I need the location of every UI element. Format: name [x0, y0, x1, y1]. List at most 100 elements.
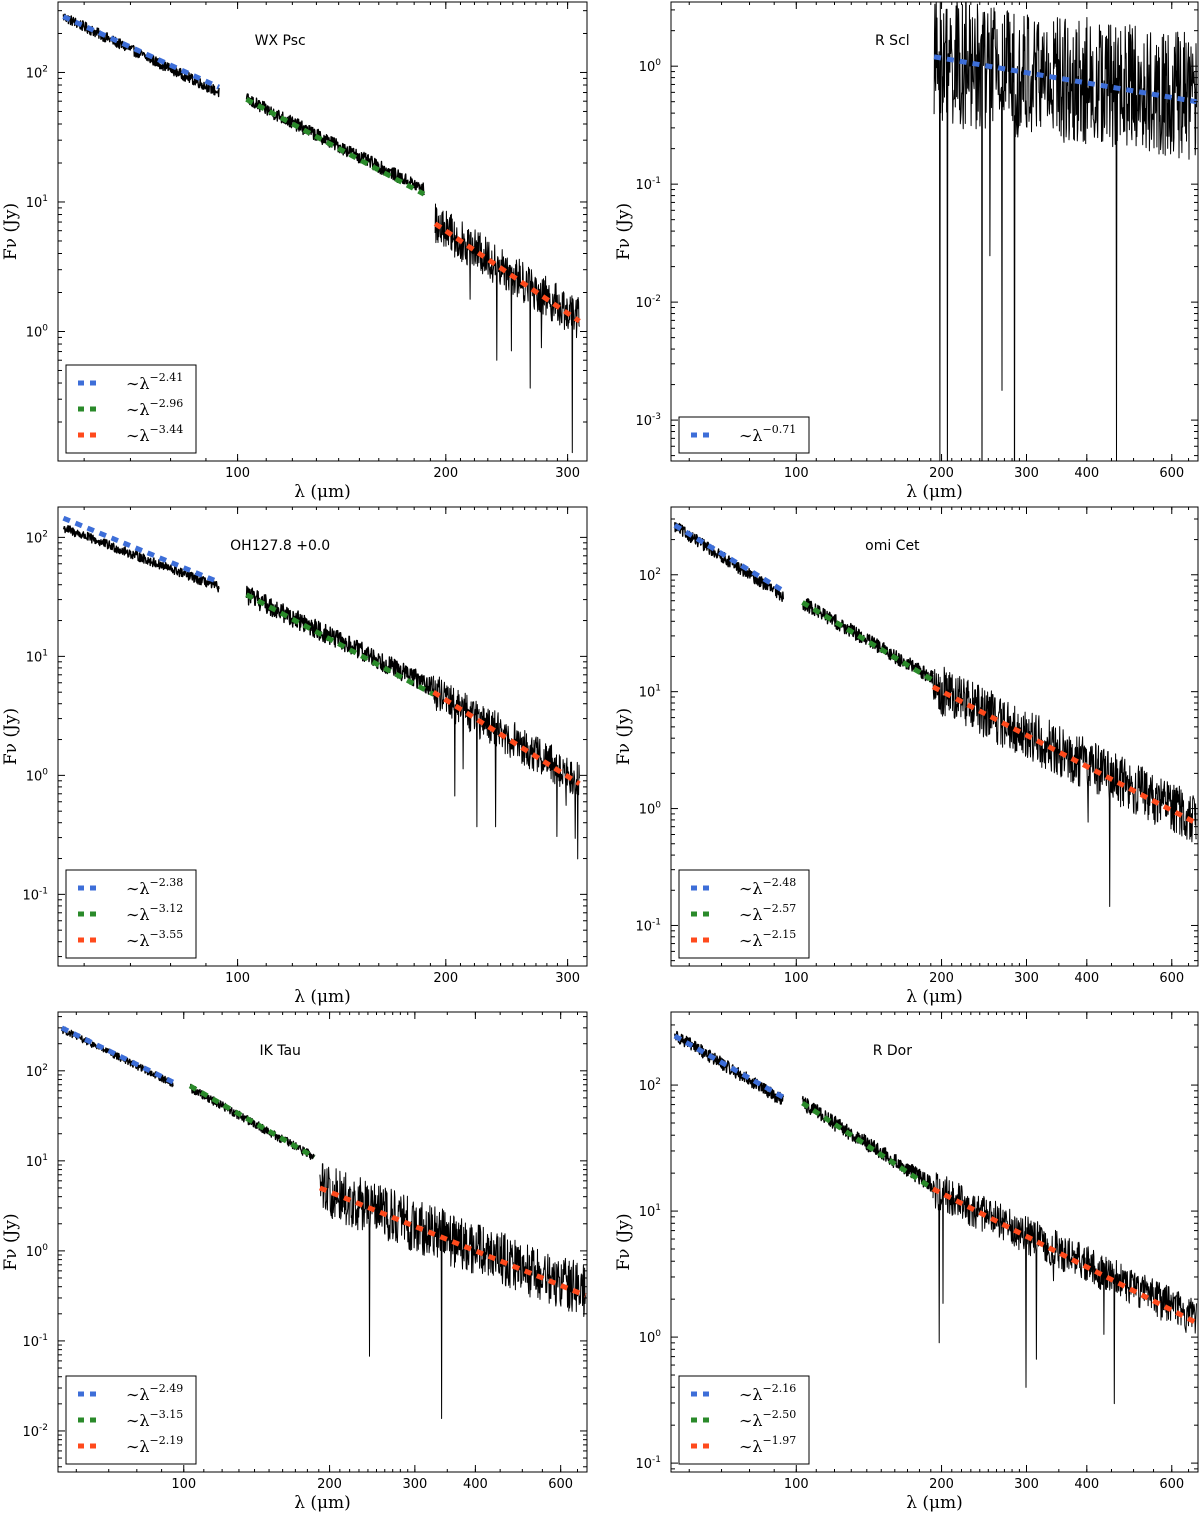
legend: ∼λ−2.48 ∼λ−2.57 ∼λ−2.15 [678, 869, 810, 959]
spectrum-segment [245, 585, 435, 697]
y-tick-label: 100 [639, 801, 662, 818]
y-tick-label: 10-1 [635, 917, 661, 934]
plot-frame [670, 506, 1199, 967]
legend-entry: ∼λ−3.44 [126, 423, 183, 445]
x-axis-label: λ (μm) [294, 987, 351, 1007]
legend-entry: ∼λ−1.97 [739, 1434, 796, 1456]
x-tick-label: 600 [1159, 971, 1184, 986]
legend-entry: ∼λ−2.48 [739, 876, 796, 898]
y-tick-label: 101 [639, 1203, 661, 1220]
legend: ∼λ−2.49 ∼λ−3.15 ∼λ−2.19 [65, 1375, 197, 1465]
spectrum-2 [933, 2, 1197, 461]
x-tick-label: 600 [1159, 1477, 1184, 1492]
panel-title: WX Psc [255, 33, 306, 49]
spectrum-segment [62, 525, 220, 593]
x-tick-label: 400 [1074, 1477, 1099, 1492]
y-tick-label: 10-2 [22, 1423, 48, 1440]
x-tick-label: 300 [1014, 1477, 1039, 1492]
spectrum-3 [62, 525, 580, 860]
y-axis-label: Fν (Jy) [1, 1213, 21, 1270]
x-tick-label: 100 [225, 971, 250, 986]
panel-3: 10-1 100 101 102 100 200 300 λ (μm) Fν (Jy) OH127… [1, 506, 588, 1007]
spectrum-4 [674, 522, 1197, 907]
legend-entry: ∼λ−2.38 [126, 876, 183, 898]
legend-entry: ∼λ−2.16 [739, 1382, 796, 1404]
panel-title: IK Tau [259, 1043, 300, 1059]
legend: ∼λ−0.71 [678, 416, 810, 454]
x-tick-label: 200 [317, 1477, 342, 1492]
x-tick-label: 300 [1014, 971, 1039, 986]
x-tick-label: 400 [1074, 971, 1099, 986]
spectrum-segment [933, 2, 1197, 461]
y-tick-label: 100 [639, 58, 662, 75]
legend: ∼λ−2.38 ∼λ−3.12 ∼λ−3.55 [65, 869, 197, 959]
x-tick-label: 200 [929, 971, 954, 986]
legend-entry: ∼λ−2.19 [126, 1434, 183, 1456]
fit-line-2 [801, 1100, 935, 1191]
y-tick-label: 10-3 [635, 412, 661, 429]
legend-entry: ∼λ−3.15 [126, 1408, 183, 1430]
spectrum-5 [61, 1026, 586, 1419]
y-tick-label: 101 [26, 648, 48, 665]
spectrum-segment [801, 598, 934, 684]
fit-line-3 [318, 1185, 587, 1298]
y-axis-label: Fν (Jy) [614, 708, 634, 765]
x-tick-label: 300 [1014, 466, 1039, 481]
spectrum-segment [319, 1163, 586, 1419]
plot-frame [670, 1011, 1199, 1473]
y-tick-label: 100 [26, 323, 49, 340]
plot-frame [57, 506, 588, 967]
y-tick-label: 101 [639, 684, 661, 701]
y-tick-label: 102 [26, 64, 48, 81]
panel-4: 10-1 100 101 102 100 200 300 400 600 λ (μm) Fν (Jy… [614, 506, 1199, 1007]
plot-frame [57, 1011, 588, 1473]
x-tick-label: 100 [784, 971, 809, 986]
legend-entry: ∼λ−3.55 [126, 928, 183, 950]
x-tick-label: 600 [1159, 466, 1184, 481]
y-tick-label: 10-2 [635, 294, 661, 311]
legend-entry: ∼λ−2.96 [126, 397, 183, 419]
y-tick-label: 100 [639, 1329, 662, 1346]
x-tick-label: 100 [784, 1477, 809, 1492]
legend-entry: ∼λ−2.57 [739, 902, 796, 924]
panel-title: omi Cet [865, 538, 920, 554]
fit-line-3 [931, 684, 1198, 826]
x-tick-label: 100 [784, 466, 809, 481]
x-axis-label: λ (μm) [294, 482, 351, 502]
y-tick-label: 10-1 [22, 1333, 48, 1350]
panel-title: OH127.8 +0.0 [230, 538, 330, 554]
x-tick-label: 200 [433, 466, 458, 481]
x-tick-label: 100 [225, 466, 250, 481]
x-tick-label: 300 [555, 466, 580, 481]
x-tick-label: 200 [929, 466, 954, 481]
panel-1: 100 101 102 100 200 300 λ (μm) Fν (Jy) WX Psc ∼λ−… [1, 1, 588, 502]
fit-line-1 [62, 14, 221, 90]
spectrum-segment [434, 203, 580, 454]
y-tick-label: 100 [26, 767, 49, 784]
fit-line-2 [188, 1083, 316, 1160]
fit-line-1 [62, 515, 220, 585]
panel-5: 10-2 10-1 100 101 102 100 200 300 400 600 λ (μm) Fν… [1, 1011, 588, 1513]
panel-2: 10-3 10-2 10-1 100 100 200 300 400 600 λ (μm) Fν (… [614, 1, 1199, 502]
x-tick-label: 200 [433, 971, 458, 986]
legend: ∼λ−2.16 ∼λ−2.50 ∼λ−1.97 [678, 1375, 810, 1465]
legend-entry: ∼λ−0.71 [739, 423, 796, 445]
spectrum-segment [674, 522, 784, 602]
y-tick-label: 102 [26, 1063, 48, 1080]
plot-frame [57, 1, 588, 462]
fit-line-3 [433, 221, 581, 324]
y-tick-label: 102 [639, 567, 661, 584]
spectrum-segment [932, 1172, 1197, 1405]
x-tick-label: 200 [929, 1477, 954, 1492]
x-tick-label: 400 [463, 1477, 488, 1492]
y-tick-label: 101 [26, 1153, 48, 1170]
spectrum-segment [245, 93, 425, 196]
y-axis-label: Fν (Jy) [1, 708, 21, 765]
fit-line-1 [933, 54, 1197, 105]
y-tick-label: 10-1 [635, 176, 661, 193]
x-tick-label: 300 [402, 1477, 427, 1492]
x-tick-label: 100 [171, 1477, 196, 1492]
panel-title: R Dor [873, 1043, 913, 1059]
fit-line-1 [673, 523, 785, 593]
